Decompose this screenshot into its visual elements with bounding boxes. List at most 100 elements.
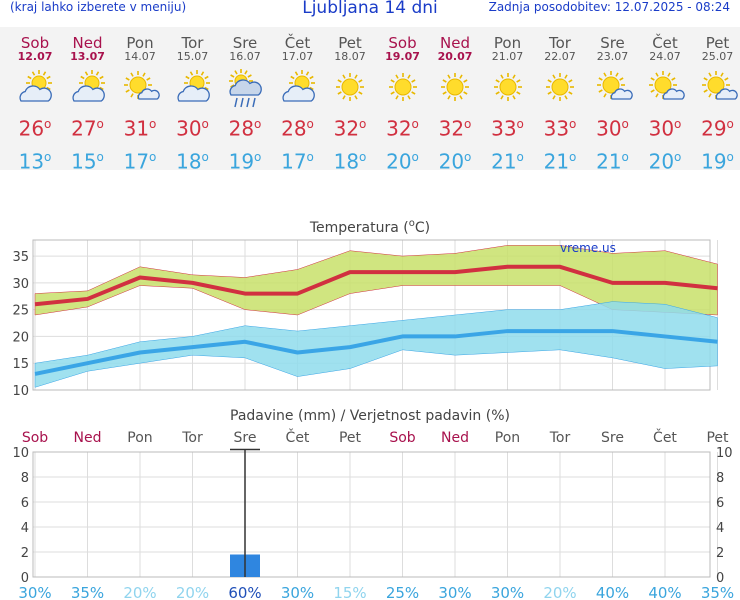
day-column: Ned 20.07 32o 20o bbox=[429, 27, 481, 172]
sun-small-cloud-icon bbox=[124, 71, 160, 100]
min-temp: 13o bbox=[18, 149, 52, 174]
min-temp: 18o bbox=[333, 149, 367, 174]
y-tick-label-right: 6 bbox=[716, 496, 724, 511]
day-column: Čet 17.07 28o 17o bbox=[272, 27, 324, 172]
day-label: Pet bbox=[706, 430, 729, 446]
y-tick-label: 25 bbox=[12, 304, 29, 319]
day-label: Pon bbox=[495, 430, 520, 446]
day-column: Tor 22.07 33o 21o bbox=[534, 27, 586, 172]
y-tick-label: 10 bbox=[12, 384, 29, 399]
plot-frame bbox=[32, 451, 711, 578]
y-tick-label-left: 0 bbox=[21, 571, 29, 586]
y-tick-label: 15 bbox=[12, 357, 29, 372]
chart-title: Temperatura (oC) bbox=[309, 218, 430, 236]
temp-line-min bbox=[34, 329, 718, 376]
min-temp: 17o bbox=[281, 149, 314, 174]
day-name: Ned bbox=[440, 34, 470, 52]
day-column: Pet 25.07 29o 19o bbox=[692, 27, 740, 172]
max-temp: 32o bbox=[333, 116, 367, 141]
weather-icon bbox=[272, 69, 324, 109]
day-date: 17.07 bbox=[281, 50, 314, 63]
max-temp: 33o bbox=[543, 116, 577, 141]
max-temp: 32o bbox=[386, 116, 419, 141]
location-hint: (kraj lahko izberete v meniju) bbox=[10, 0, 187, 14]
weather-icon bbox=[9, 69, 61, 109]
sun-small-cloud-icon bbox=[596, 71, 633, 100]
precip-probability: 35% bbox=[701, 584, 734, 600]
min-temp: 21o bbox=[491, 149, 524, 174]
min-temp: 18o bbox=[176, 149, 209, 174]
day-name: Sre bbox=[600, 34, 625, 52]
temperature-chart: Temperatura (oC) 10 15 20 25 30 35 vreme.us bbox=[12, 218, 718, 399]
day-label: Sre bbox=[601, 430, 624, 446]
max-temp: 31o bbox=[123, 116, 157, 141]
temp-band-min bbox=[34, 301, 718, 388]
day-column: Sob 19.07 32o 20o bbox=[377, 27, 429, 172]
max-temp: 30o bbox=[596, 116, 629, 141]
y-tick-label-right: 10 bbox=[716, 446, 733, 461]
day-date: 12.07 bbox=[17, 50, 53, 63]
day-label: Čet bbox=[653, 428, 677, 446]
day-label: Tor bbox=[549, 430, 571, 446]
day-label: Pet bbox=[339, 430, 362, 446]
partly-cloudy-icon bbox=[176, 70, 210, 102]
min-temp: 20o bbox=[648, 149, 682, 174]
day-name: Čet bbox=[652, 34, 678, 52]
weather-icon bbox=[587, 69, 639, 109]
max-temp: 30o bbox=[648, 116, 682, 141]
day-name: Sre bbox=[232, 34, 258, 52]
min-temp: 15o bbox=[71, 149, 104, 174]
day-label: Pon bbox=[127, 430, 152, 446]
min-temp: 20o bbox=[438, 149, 472, 174]
precip-probability: 25% bbox=[386, 584, 419, 600]
plot-frame bbox=[32, 239, 711, 391]
day-name: Pon bbox=[126, 34, 154, 52]
day-label: Čet bbox=[286, 428, 310, 446]
day-date: 22.07 bbox=[544, 50, 576, 63]
temp-band-max bbox=[34, 245, 718, 316]
day-label: Tor bbox=[181, 430, 203, 446]
weather-icon bbox=[377, 69, 429, 109]
weather-icon bbox=[324, 69, 376, 109]
watermark: vreme.us bbox=[560, 241, 616, 255]
weather-icon bbox=[114, 69, 166, 109]
min-temp: 19o bbox=[228, 149, 262, 174]
max-temp: 29o bbox=[701, 116, 734, 141]
day-name: Tor bbox=[549, 34, 571, 52]
day-date: 16.07 bbox=[229, 50, 261, 63]
day-date: 25.07 bbox=[701, 50, 734, 63]
partly-cloudy-icon bbox=[281, 70, 315, 102]
y-tick-label: 30 bbox=[12, 277, 29, 292]
weather-icon bbox=[219, 69, 271, 109]
day-date: 20.07 bbox=[437, 50, 473, 63]
day-date: 15.07 bbox=[176, 50, 209, 63]
day-column: Sre 23.07 30o 21o bbox=[587, 27, 639, 172]
day-name: Tor bbox=[181, 34, 204, 52]
precip-probability: 20% bbox=[543, 584, 576, 600]
min-temp: 17o bbox=[123, 149, 157, 174]
day-label: Sob bbox=[389, 430, 415, 446]
y-tick-label-left: 10 bbox=[12, 446, 29, 461]
precip-probability: 30% bbox=[281, 584, 314, 600]
sunny-icon bbox=[546, 73, 574, 101]
day-label: Sre bbox=[234, 430, 257, 446]
day-column: Pet 18.07 32o 18o bbox=[324, 27, 376, 172]
day-name: Pet bbox=[705, 34, 730, 52]
min-temp: 21o bbox=[596, 149, 629, 174]
day-column: Sob 12.07 26o 13o bbox=[9, 27, 61, 172]
day-date: 19.07 bbox=[385, 50, 420, 63]
partly-cloudy-icon bbox=[71, 70, 105, 102]
partly-cloudy-icon bbox=[19, 70, 52, 102]
day-date: 13.07 bbox=[70, 50, 105, 63]
max-temp: 30o bbox=[176, 116, 209, 141]
sunny-icon bbox=[441, 73, 469, 101]
day-date: 24.07 bbox=[649, 50, 681, 63]
precip-probability: 35% bbox=[71, 584, 104, 600]
max-temp: 26o bbox=[18, 116, 52, 141]
y-tick-label-left: 2 bbox=[21, 546, 29, 561]
day-column: Pon 21.07 33o 21o bbox=[482, 27, 534, 172]
max-temp: 33o bbox=[491, 116, 524, 141]
precip-probability: 30% bbox=[438, 584, 471, 600]
day-label: Ned bbox=[74, 430, 102, 446]
day-name: Pon bbox=[493, 34, 522, 52]
